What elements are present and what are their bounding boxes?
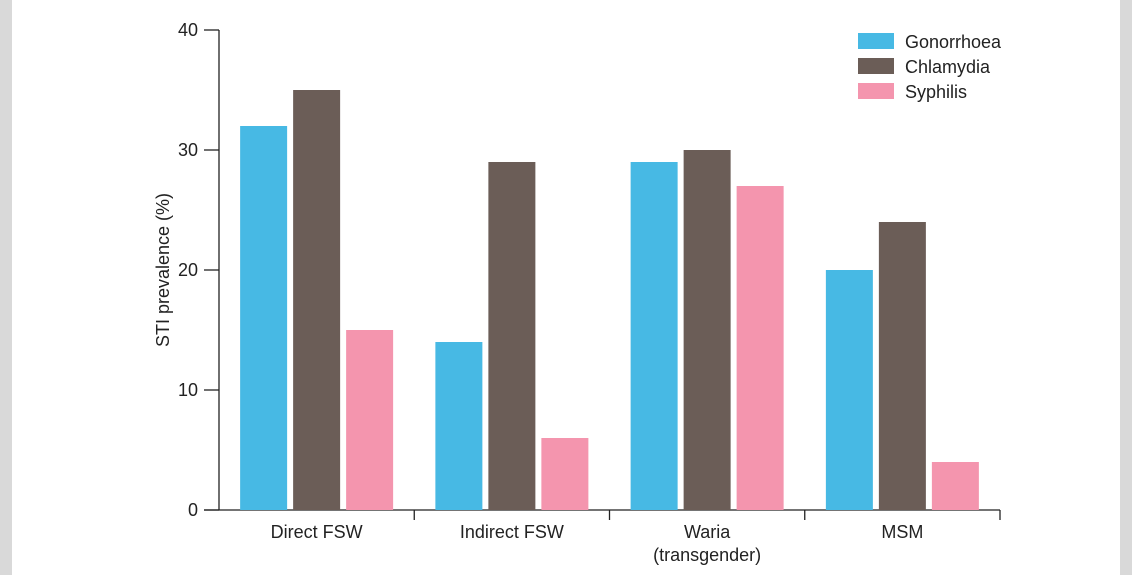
y-tick-label: 0 (188, 500, 198, 520)
bar-gonorrhoea-1 (435, 342, 483, 510)
bar-syphilis-2 (736, 186, 784, 510)
legend-swatch-gonorrhoea (858, 33, 894, 49)
bar-gonorrhoea-2 (630, 162, 678, 510)
legend-label: Gonorrhoea (905, 32, 1002, 52)
category-label: Waria (684, 522, 731, 542)
y-tick-label: 40 (178, 20, 198, 40)
legend-label: Syphilis (905, 82, 967, 102)
category-label: Indirect FSW (460, 522, 564, 542)
category-label: (transgender) (653, 545, 761, 565)
bar-syphilis-1 (541, 438, 589, 510)
bar-gonorrhoea-3 (825, 270, 873, 510)
bar-syphilis-0 (346, 330, 394, 510)
bar-syphilis-3 (931, 462, 979, 510)
bar-chart: Direct FSW Indirect FSW Waria (transgender)… (153, 20, 1002, 565)
bars (240, 90, 979, 510)
legend-label: Chlamydia (905, 57, 991, 77)
y-tick-labels: 0 10 20 30 40 (178, 20, 198, 520)
y-axis-title: STI prevalence (%) (153, 193, 173, 347)
bar-chlamydia-0 (293, 90, 341, 510)
y-tick-label: 20 (178, 260, 198, 280)
bar-chlamydia-2 (683, 150, 731, 510)
bar-gonorrhoea-0 (240, 126, 288, 510)
category-label: MSM (881, 522, 923, 542)
y-tick-label: 30 (178, 140, 198, 160)
y-tick-label: 10 (178, 380, 198, 400)
category-label: Direct FSW (271, 522, 363, 542)
chart-panel: Direct FSW Indirect FSW Waria (transgender)… (12, 0, 1120, 575)
legend: Gonorrhoea Chlamydia Syphilis (858, 32, 1002, 102)
bar-chlamydia-1 (488, 162, 536, 510)
bar-chlamydia-3 (878, 222, 926, 510)
category-labels: Direct FSW Indirect FSW Waria (transgender)… (271, 522, 924, 565)
legend-swatch-syphilis (858, 83, 894, 99)
legend-swatch-chlamydia (858, 58, 894, 74)
